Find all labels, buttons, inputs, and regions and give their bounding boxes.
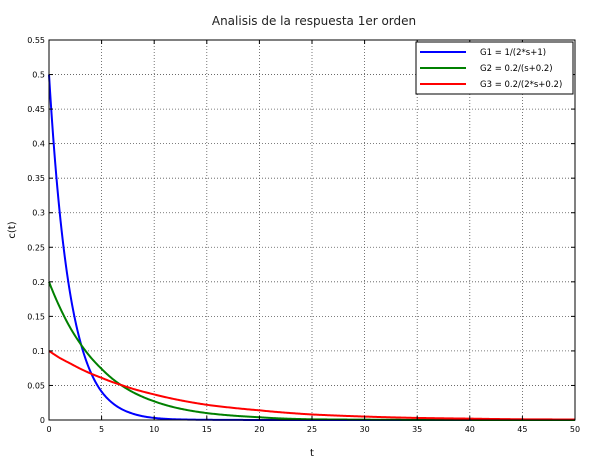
y-tick-label: 0.4 (32, 140, 45, 149)
chart-title: Analisis de la respuesta 1er orden (212, 14, 416, 28)
x-tick-label: 35 (412, 425, 422, 434)
x-tick-label: 5 (99, 425, 104, 434)
x-axis-ticks: 0 5 10 15 20 25 30 35 40 45 50 (46, 40, 580, 434)
y-axis-label: c(t) (7, 221, 18, 238)
y-tick-label: 0.05 (27, 381, 45, 390)
x-tick-label: 0 (46, 425, 51, 434)
x-tick-label: 25 (307, 425, 317, 434)
legend-label-g3: G3 = 0.2/(2*s+0.2) (480, 80, 562, 90)
y-tick-label: 0.25 (27, 243, 45, 252)
x-tick-label: 45 (517, 425, 527, 434)
y-tick-label: 0.55 (27, 36, 45, 45)
x-axis-label: t (310, 448, 314, 459)
y-axis-ticks: 0 0.05 0.1 0.15 0.2 0.25 0.3 0.35 0.4 0.45 0.5 0.55 (27, 36, 575, 425)
x-tick-label: 30 (360, 425, 370, 434)
y-tick-label: 0 (40, 416, 45, 425)
x-tick-label: 10 (149, 425, 159, 434)
legend: G1 = 1/(2*s+1) G2 = 0.2/(s+0.2) G3 = 0.2/(… (415, 41, 574, 95)
y-tick-label: 0.35 (27, 174, 45, 183)
x-tick-label: 20 (254, 425, 264, 434)
legend-label-g2: G2 = 0.2/(s+0.2) (480, 64, 553, 74)
y-tick-label: 0.3 (32, 209, 45, 218)
y-tick-label: 0.15 (27, 312, 45, 321)
x-tick-label: 50 (570, 425, 580, 434)
y-tick-label: 0.1 (32, 347, 45, 356)
legend-label-g1: G1 = 1/(2*s+1) (480, 48, 546, 58)
x-tick-label: 40 (465, 425, 475, 434)
grid (49, 40, 575, 420)
y-tick-label: 0.2 (32, 278, 45, 287)
series-line-g3 (48, 350, 576, 421)
x-tick-label: 15 (202, 425, 212, 434)
y-tick-label: 0.5 (32, 71, 45, 80)
y-tick-label: 0.45 (27, 105, 45, 114)
